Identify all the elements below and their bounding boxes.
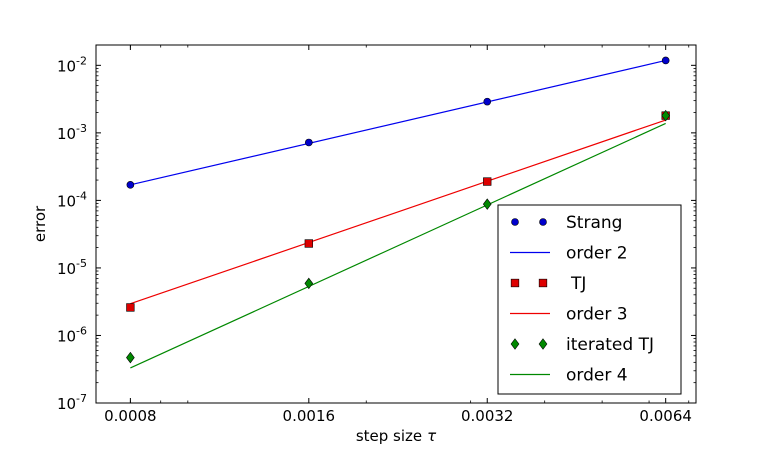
order-4-line	[130, 122, 666, 369]
tj-point	[126, 303, 135, 312]
x-axis-label-text: step size	[356, 427, 422, 445]
x-axis-label: step size τ	[356, 427, 437, 445]
x-tick-label: 0.0064	[639, 407, 692, 425]
strang-point	[305, 138, 313, 147]
legend-label: order 2	[566, 244, 628, 264]
y-axis-label: error	[31, 205, 49, 242]
plot-area-frame	[95, 44, 697, 404]
x-tick-label: 0.0032	[461, 407, 514, 425]
x-axis-label-symbol: τ	[427, 427, 437, 445]
legend-entry-strang: Strang	[511, 213, 622, 233]
legend-box	[497, 204, 682, 395]
iterated-tj-point	[304, 277, 314, 290]
legend-marker-iterated-tj	[510, 338, 520, 350]
strang-point	[126, 181, 135, 189]
strang-point	[661, 56, 670, 65]
legend-entry-order-4: order 4	[510, 366, 628, 386]
y-tick-label: 10-2	[57, 54, 87, 75]
legend-label: order 4	[566, 366, 628, 386]
y-tick-label: 10-5	[57, 257, 87, 278]
y-tick-label: 10-7	[57, 392, 87, 413]
legend-label: iterated TJ	[566, 335, 654, 355]
legend-entry-iterated-tj: iterated TJ	[510, 335, 654, 355]
legend-label: TJ	[570, 274, 586, 294]
order-3-line	[130, 119, 666, 305]
legend-marker-tj	[510, 278, 520, 288]
y-tick-label: 10-3	[57, 122, 87, 143]
y-tick-label: 10-6	[57, 324, 87, 345]
y-tick-label: 10-4	[57, 189, 87, 210]
legend-entry-tj: TJ	[510, 274, 586, 294]
legend-marker-tj	[538, 278, 548, 288]
strang-point	[483, 97, 492, 106]
x-tick-label: 0.0016	[283, 407, 336, 425]
order-2-line	[130, 59, 666, 186]
tj-point	[304, 239, 313, 248]
legend-entry-order-3: order 3	[510, 305, 628, 325]
legend-entry-order-2: order 2	[510, 244, 628, 264]
tj-point	[483, 177, 492, 186]
legend-marker-iterated-tj	[538, 338, 548, 350]
iterated-tj-point	[126, 351, 135, 364]
legend-marker-strang	[539, 218, 547, 226]
legend-marker-strang	[511, 218, 519, 226]
legend-label: order 3	[566, 305, 628, 325]
x-tick-label: 0.0008	[104, 407, 157, 425]
legend-label: Strang	[566, 213, 622, 233]
iterated-tj-point	[661, 109, 670, 122]
legend: Strang order 2 TJ order 3 iterated TJ order 4	[497, 204, 682, 395]
iterated-tj-point	[482, 198, 492, 210]
